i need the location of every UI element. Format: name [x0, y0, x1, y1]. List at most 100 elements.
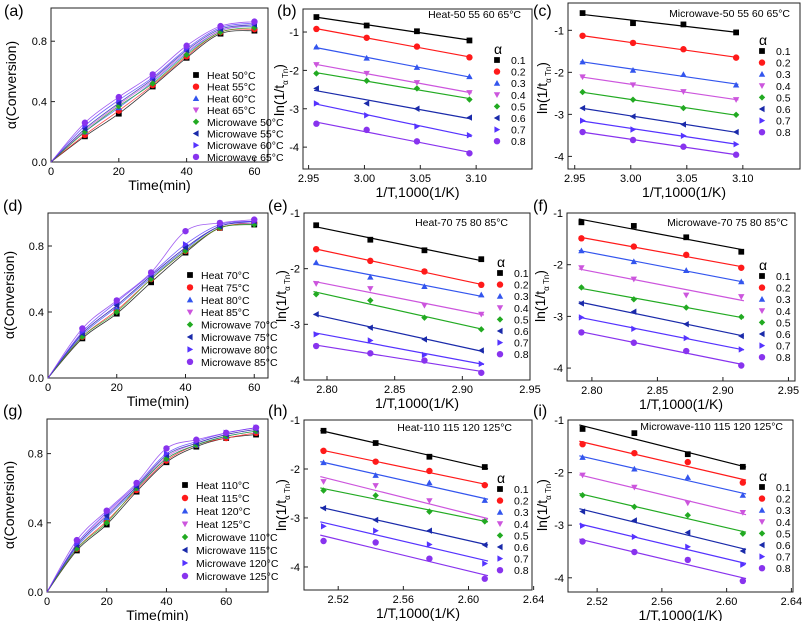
x-tick-label: 0: [44, 596, 50, 608]
data-point: [579, 128, 586, 136]
data-point: [629, 82, 637, 89]
data-point: [313, 222, 320, 229]
fit-line: [313, 331, 485, 366]
legend-label: Microwave 75°C: [201, 332, 278, 344]
chart-panel-d: (d) 0 20 40 60 0.0 0.4 0.8 Time(min) α(Conversion…: [1, 198, 278, 409]
legend-label: 0.3: [776, 69, 791, 81]
legend-marker: [496, 305, 504, 311]
x-tick-label: 2.85: [384, 384, 405, 396]
legend-marker: [192, 83, 200, 90]
legend-marker: [192, 130, 199, 137]
series-0.4: 0.4: [578, 265, 791, 318]
data-point: [740, 561, 747, 568]
y-axis-label: ln(1/tα Tn): [534, 479, 553, 531]
data-point: [630, 308, 637, 315]
y-tick-label: -4: [554, 151, 564, 163]
legend-label: Heat 110°C: [196, 480, 250, 492]
legend-marker: [181, 507, 189, 514]
data-point: [372, 483, 379, 489]
chart-title: Microwave-70 75 80 85°C: [667, 217, 788, 229]
data-point: [579, 454, 586, 460]
fit-line: [320, 506, 489, 546]
data-point: [578, 235, 585, 242]
x-axis-label: 1/T,1000(1/K): [639, 396, 723, 412]
data-point: [466, 132, 473, 139]
series-0.4: 0.4: [312, 280, 529, 318]
fit-line: [320, 534, 489, 577]
legend-label: 0.4: [514, 303, 529, 315]
legend-marker: [759, 48, 765, 54]
legend-marker: [496, 497, 504, 504]
y-tick-label: 0.0: [32, 157, 47, 169]
legend-label: 0.7: [776, 341, 791, 353]
data-point: [372, 492, 379, 499]
data-point: [481, 541, 488, 549]
data-point: [631, 449, 638, 457]
y-tick-label: -2: [289, 65, 299, 77]
data-point: [685, 543, 691, 550]
data-point: [413, 85, 421, 92]
data-point: [363, 22, 370, 29]
chart-panel-b: (b) 2.95 3.00 3.05 3.10 -1 -2 -3 -4 1/T,1000(1/K)…: [271, 3, 533, 200]
data-point: [182, 244, 189, 251]
series-0.8: 0.8: [312, 342, 529, 376]
x-tick-label: 2.95: [298, 173, 319, 185]
fit-line: [580, 120, 739, 146]
data-point: [216, 219, 224, 227]
data-point: [182, 227, 189, 235]
legend-marker: [192, 118, 200, 125]
legend-marker: [496, 327, 503, 335]
legend-marker: [759, 484, 765, 490]
data-point: [163, 450, 170, 457]
legend-label: 0.4: [776, 306, 791, 318]
x-tick-label: 60: [248, 382, 260, 394]
y-tick-label: 0.0: [29, 373, 44, 385]
legend-marker: [497, 486, 503, 492]
data-point: [738, 362, 745, 369]
legend-marker: [496, 316, 504, 323]
data-point: [739, 479, 747, 486]
y-axis-label: ln(1/tα Tn): [534, 62, 553, 114]
data-point: [738, 313, 745, 321]
series-0.4: 0.4: [579, 74, 791, 103]
legend-marker: [758, 530, 766, 537]
data-point: [630, 258, 638, 265]
data-point: [680, 104, 687, 112]
data-point: [421, 302, 428, 309]
data-point: [684, 451, 691, 458]
fit-line: [579, 424, 747, 468]
series-0.1: 0.1: [578, 218, 791, 283]
fit-line: [578, 249, 745, 283]
data-point: [320, 523, 327, 530]
data-point: [684, 556, 691, 564]
y-tick-label: -4: [553, 363, 563, 375]
data-point: [578, 314, 585, 321]
series-0.6: 0.6: [579, 104, 791, 136]
data-point: [113, 302, 120, 309]
legend-label: 0.5: [511, 101, 526, 113]
legend-marker: [496, 543, 503, 551]
legend-marker: [758, 83, 766, 89]
data-point: [579, 32, 586, 39]
data-point: [364, 112, 370, 119]
data-point: [217, 22, 224, 30]
data-point: [363, 54, 370, 61]
plot-frame: [47, 212, 269, 379]
data-point: [683, 292, 690, 299]
fit-line: [580, 76, 739, 101]
series-0.1: 0.1: [313, 222, 529, 280]
legend-marker: [758, 319, 766, 326]
series-0.8: 0.8: [579, 127, 791, 158]
panel-label: (c): [533, 3, 552, 20]
legend-label: 0.8: [514, 565, 529, 577]
legend-marker: [493, 103, 501, 110]
y-tick-label: -3: [290, 513, 300, 525]
fit-line: [578, 316, 745, 351]
legend-label: 0.7: [776, 116, 791, 128]
fit-line: [578, 301, 745, 337]
legend-marker: [493, 92, 501, 98]
data-point: [426, 467, 433, 475]
data-point: [320, 459, 327, 466]
y-tick-label: -3: [290, 319, 300, 331]
legend-marker: [496, 281, 504, 288]
